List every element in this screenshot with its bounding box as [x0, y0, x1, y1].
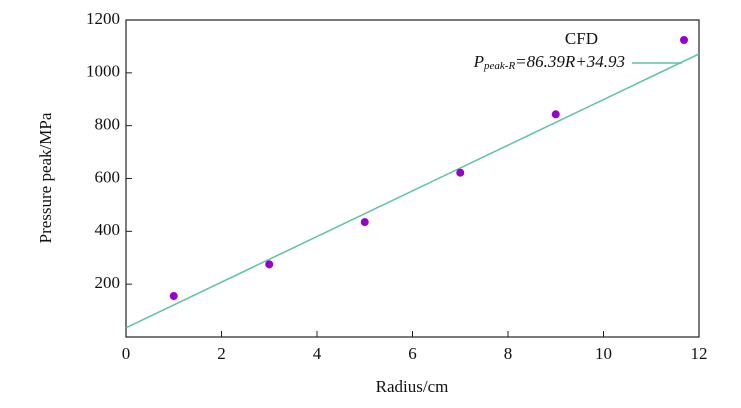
- x-axis-label: Radius/cm: [376, 377, 449, 396]
- y-tick-label: 400: [95, 220, 121, 239]
- point: [265, 260, 274, 269]
- legend-swatch: [680, 36, 688, 44]
- x-tick-label: 10: [595, 344, 612, 363]
- y-tick-label: 800: [95, 115, 121, 134]
- fit-label-sub: peak-R: [483, 60, 515, 72]
- y-axis-label: Pressure peak/MPa: [36, 112, 55, 243]
- x-tick-label: 0: [122, 344, 131, 363]
- y-tick-label: 1000: [86, 62, 120, 81]
- y-tick-label: 200: [95, 273, 121, 292]
- point: [456, 168, 465, 177]
- fit-label-rest: =86.39R+34.93: [515, 52, 625, 71]
- fit-line: [125, 53, 700, 329]
- legend-fit-label: Ppeak-R=86.39R+34.93: [473, 52, 625, 72]
- x-tick-label: 2: [217, 344, 226, 363]
- x-tick-label: 8: [504, 344, 513, 363]
- y-tick-label: 1200: [86, 9, 120, 28]
- x-tick-label: 6: [408, 344, 417, 363]
- x-tick-label: 12: [691, 344, 708, 363]
- legend-label: CFD: [565, 29, 598, 48]
- x-tick-label: 4: [313, 344, 322, 363]
- point: [360, 218, 369, 227]
- point: [551, 110, 560, 119]
- point: [169, 292, 178, 301]
- fit-label-main: P: [473, 52, 484, 71]
- y-tick-label: 600: [95, 167, 121, 186]
